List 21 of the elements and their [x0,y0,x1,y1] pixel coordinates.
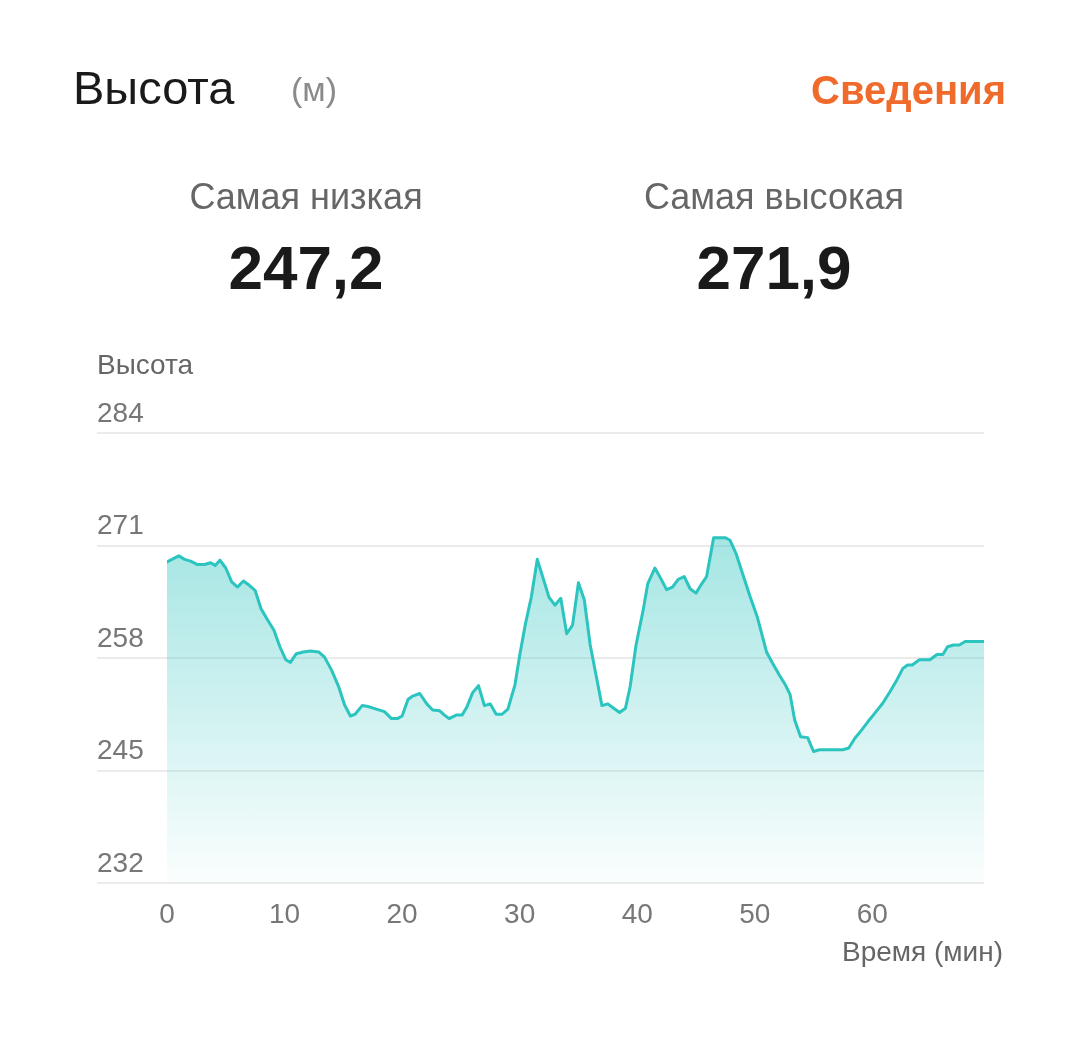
y-tick-label: 232 [97,846,144,878]
x-tick-label: 10 [268,897,301,929]
chart-subtitle: (м) [291,70,338,108]
text: Самая низкая [189,176,423,217]
y-tick-label: 271 [97,509,144,541]
y-tick-label: 245 [97,734,144,766]
text: 271,9 [696,233,852,302]
text: 247,2 [228,233,384,302]
y-axis-title: Высота [97,349,194,380]
y-tick-label: 258 [97,621,144,653]
x-tick-label: 60 [856,897,888,929]
x-tick-label: 30 [504,897,536,929]
chart-title: Высота [73,61,235,114]
text: Самая высокая [643,176,905,217]
text: Сведения [811,68,1006,112]
x-tick-label: 50 [739,897,771,929]
x-axis-title: Время (мин) [841,936,1003,967]
x-tick-label: 20 [386,897,418,929]
y-tick-label: 284 [97,396,144,428]
x-tick-label: 40 [621,897,653,929]
x-tick-label: 0 [159,897,175,929]
